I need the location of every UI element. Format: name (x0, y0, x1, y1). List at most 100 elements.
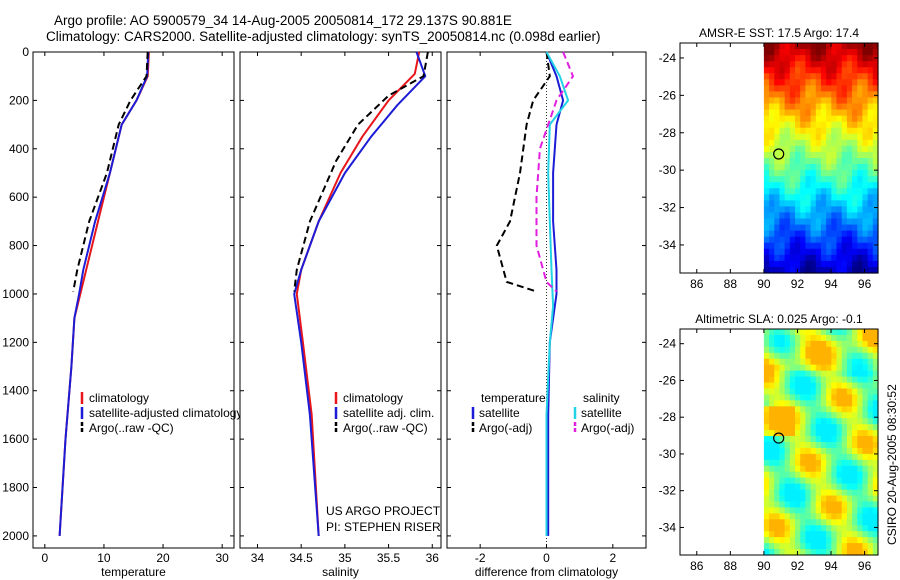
heatmap-cell (815, 139, 822, 147)
heatmap-cell (805, 537, 812, 544)
heatmap-cell (862, 501, 869, 509)
heatmap-cell (800, 489, 806, 497)
heatmap-cell (862, 230, 869, 238)
heatmap-cell (872, 127, 879, 135)
heatmap-cell (857, 400, 864, 407)
heatmap-cell (831, 67, 838, 74)
heatmap-cell (852, 224, 858, 232)
heatmap-cell (763, 447, 770, 455)
heatmap-cell (789, 531, 796, 538)
heatmap-cell (862, 447, 869, 455)
x-tick-label: 35.5 (377, 551, 401, 565)
heatmap-cell (872, 352, 879, 360)
heatmap-cell (810, 218, 817, 226)
heatmap-cell (831, 97, 838, 105)
heatmap-cell (836, 79, 843, 86)
heatmap-cell (826, 334, 832, 342)
heatmap-cell (763, 507, 770, 514)
heatmap-cell (831, 85, 838, 93)
heatmap-cell (857, 49, 864, 56)
heatmap-cell (795, 334, 801, 342)
heatmap-cell (805, 447, 812, 455)
heatmap-cell (867, 346, 874, 354)
heatmap-cell (836, 91, 843, 99)
heatmap-cell (841, 329, 848, 336)
heatmap-cell (872, 133, 879, 141)
heatmap-cell (815, 525, 822, 532)
heatmap-cell (867, 158, 874, 165)
heatmap-cell (841, 218, 848, 226)
heatmap-cell (852, 388, 858, 396)
heatmap-cell (795, 91, 801, 99)
heatmap-cell (867, 224, 874, 232)
heatmap-cell (862, 109, 869, 117)
heatmap-cell (841, 406, 848, 413)
heatmap-cell (820, 79, 827, 86)
heatmap-cell (857, 501, 864, 509)
heatmap-cell (784, 266, 791, 274)
heatmap-cell (872, 121, 879, 129)
heatmap-cell (779, 254, 786, 262)
heatmap-cell (810, 329, 817, 336)
heatmap-cell (800, 340, 806, 348)
heatmap-cell (800, 224, 806, 232)
heatmap-cell (769, 489, 775, 497)
heatmap-cell (841, 430, 848, 437)
heatmap-cell (774, 248, 781, 256)
heatmap-cell (795, 436, 801, 443)
heatmap-cell (795, 442, 801, 449)
heatmap-cell (795, 376, 801, 384)
heatmap-cell (815, 430, 822, 437)
y-tick-label: -32 (659, 484, 677, 498)
heatmap-cell (872, 194, 879, 201)
heatmap-cell (805, 340, 812, 348)
heatmap-cell (872, 236, 879, 244)
heatmap-cell (872, 248, 879, 256)
heatmap-cell (784, 412, 791, 419)
heatmap-cell (789, 158, 796, 165)
heatmap-cell (867, 501, 874, 509)
heatmap-cell (872, 471, 879, 479)
heatmap-cell (769, 406, 775, 413)
heatmap-cell (779, 224, 786, 232)
heatmap-cell (774, 513, 781, 520)
heatmap-cell (852, 43, 858, 50)
heatmap-cell (836, 424, 843, 431)
heatmap-cell (815, 412, 822, 419)
heatmap-cell (800, 447, 806, 455)
heatmap-cell (867, 388, 874, 396)
heatmap-cell (800, 501, 806, 509)
heatmap-cell (810, 170, 817, 177)
heatmap-cell (805, 370, 812, 378)
heatmap-cell (841, 525, 848, 532)
heatmap-cell (779, 230, 786, 238)
heatmap-cell (826, 127, 832, 135)
heatmap-cell (795, 121, 801, 129)
heatmap-cell (810, 194, 817, 201)
heatmap-cell (862, 200, 869, 208)
heatmap-cell (815, 206, 822, 214)
heatmap-cell (862, 370, 869, 378)
heatmap-cell (795, 254, 801, 262)
heatmap-cell (846, 254, 853, 262)
heatmap-cell (867, 176, 874, 183)
heatmap-cell (763, 495, 770, 503)
heatmap-cell (795, 513, 801, 520)
heatmap-cell (841, 236, 848, 244)
heatmap-cell (862, 513, 869, 520)
heatmap-cell (841, 266, 848, 274)
heatmap-cell (820, 340, 827, 348)
heatmap-cell (784, 170, 791, 177)
x-tick-label: 20 (156, 551, 170, 565)
heatmap-cell (805, 212, 812, 220)
heatmap-cell (789, 97, 796, 105)
heatmap-cell (769, 151, 775, 159)
heatmap-cell (763, 109, 770, 117)
heatmap-cell (805, 483, 812, 491)
heatmap-cell (774, 382, 781, 390)
heatmap-cell (763, 230, 770, 238)
x-tick-label: 0 (41, 551, 48, 565)
heatmap-cell (826, 79, 832, 86)
heatmap-cell (836, 352, 843, 360)
heatmap-cell (774, 266, 781, 274)
